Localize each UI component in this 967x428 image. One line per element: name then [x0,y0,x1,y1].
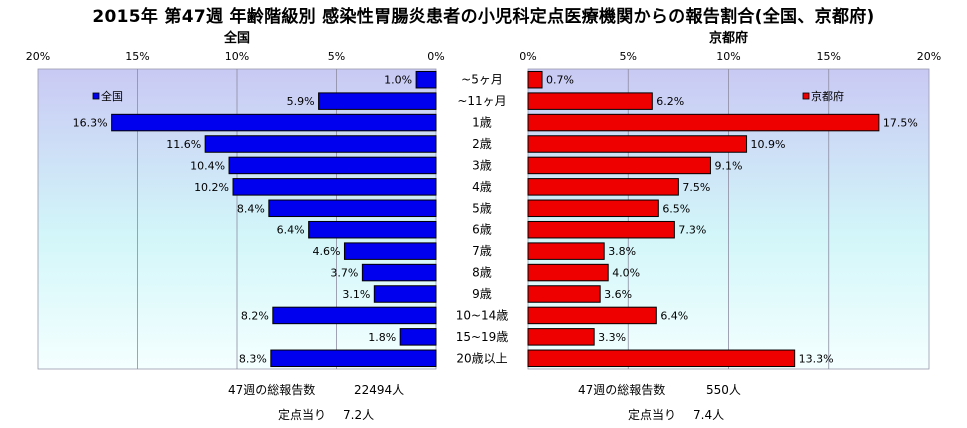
kyoto-bar [527,92,653,110]
age-category-label: 3歳 [472,158,492,172]
kyoto-value-label: 3.3% [598,331,626,344]
age-category-label: 4歳 [472,180,492,194]
age-category-label: ~5ヶ月 [461,73,503,87]
kyoto-value-label: 4.0% [612,267,640,280]
kyoto-total-label: 47週の総報告数 [578,382,665,397]
national-panel-title: 全国 [223,30,250,46]
kyoto-bar [527,220,675,239]
kyoto-value-label: 13.3% [799,352,834,365]
national-legend-swatch [92,92,100,100]
kyoto-per-site-value: 7.4人 [693,408,724,422]
national-bar [268,199,437,218]
kyoto-legend-swatch [802,92,810,100]
kyoto-value-label: 3.6% [604,288,632,301]
kyoto-bar [527,113,880,132]
age-category-label: 5歳 [472,201,492,215]
kyoto-tick-label: 20% [917,50,941,63]
national-value-label: 1.0% [384,74,412,87]
kyoto-tick-label: 0% [519,50,536,63]
national-value-label: 10.2% [194,181,229,194]
kyoto-tick-label: 5% [620,50,637,63]
national-bar [318,92,437,110]
kyoto-legend-label: 京都府 [811,89,844,103]
kyoto-bar [527,306,657,325]
national-bar [232,178,437,196]
national-value-label: 16.3% [73,117,108,130]
age-category-label: 15~19歳 [456,330,509,344]
national-bar [111,113,437,132]
national-value-label: 8.2% [241,309,269,322]
kyoto-bar [527,135,748,153]
national-value-label: 1.8% [368,331,396,344]
kyoto-value-label: 6.2% [656,95,684,108]
kyoto-bar [527,349,796,368]
national-bar [204,135,437,153]
national-total-label: 47週の総報告数 [228,382,315,397]
age-category-label: 10~14歳 [456,308,509,322]
national-value-label: 10.4% [190,159,225,172]
kyoto-value-label: 17.5% [883,117,918,130]
kyoto-value-label: 10.9% [751,138,786,151]
kyoto-bar [527,328,595,346]
kyoto-value-label: 7.3% [678,224,706,237]
kyoto-bar [527,178,679,196]
national-value-label: 3.1% [342,288,370,301]
age-category-label: ~11ヶ月 [457,94,506,108]
national-tick-label: 0% [427,50,444,63]
national-per-site-value: 7.2人 [343,408,374,422]
chart-title: 2015年 第47週 年齢階級別 感染性胃腸炎患者の小児科定点医療機関からの報告… [92,7,875,27]
kyoto-bar [527,285,601,303]
age-category-label: 6歳 [472,223,492,237]
kyoto-bar [527,70,543,89]
kyoto-tick-label: 15% [817,50,841,63]
national-tick-label: 20% [26,50,50,63]
national-bar [343,242,437,260]
kyoto-value-label: 7.5% [682,181,710,194]
national-bar [308,220,437,239]
national-bar [228,156,437,175]
kyoto-total-value: 550人 [706,383,741,397]
kyoto-value-label: 3.8% [608,245,636,258]
kyoto-tick-label: 10% [716,50,740,63]
kyoto-value-label: 9.1% [714,159,742,172]
national-value-label: 6.4% [277,224,305,237]
national-value-label: 5.9% [287,95,315,108]
national-total-value: 22494人 [354,383,404,397]
kyoto-bar [527,242,605,260]
age-category-label: 7歳 [472,244,492,258]
kyoto-value-label: 0.7% [546,74,574,87]
national-bar [361,263,437,282]
national-bar [399,328,437,346]
age-category-label: 1歳 [472,116,492,130]
national-value-label: 8.3% [239,352,267,365]
kyoto-value-label: 6.4% [660,309,688,322]
national-value-label: 4.6% [313,245,341,258]
national-bar [373,285,437,303]
national-bar [415,70,437,89]
national-tick-label: 10% [225,50,249,63]
kyoto-bar [527,199,659,218]
kyoto-per-site-label: 定点当り [628,407,676,422]
age-category-label: 2歳 [472,137,492,151]
national-legend-label: 全国 [101,89,123,103]
kyoto-value-label: 6.5% [662,202,690,215]
age-category-label: 9歳 [472,287,492,301]
kyoto-panel-title: 京都府 [709,30,748,46]
age-category-label: 8歳 [472,266,492,280]
kyoto-bar [527,263,609,282]
national-value-label: 11.6% [166,138,201,151]
national-value-label: 8.4% [237,202,265,215]
national-bar [270,349,437,368]
national-value-label: 3.7% [330,267,358,280]
national-bar [272,306,437,325]
national-tick-label: 5% [328,50,345,63]
kyoto-bar [527,156,711,175]
age-category-label: 20歳以上 [456,351,507,365]
national-per-site-label: 定点当り [278,407,326,422]
national-tick-label: 15% [125,50,149,63]
